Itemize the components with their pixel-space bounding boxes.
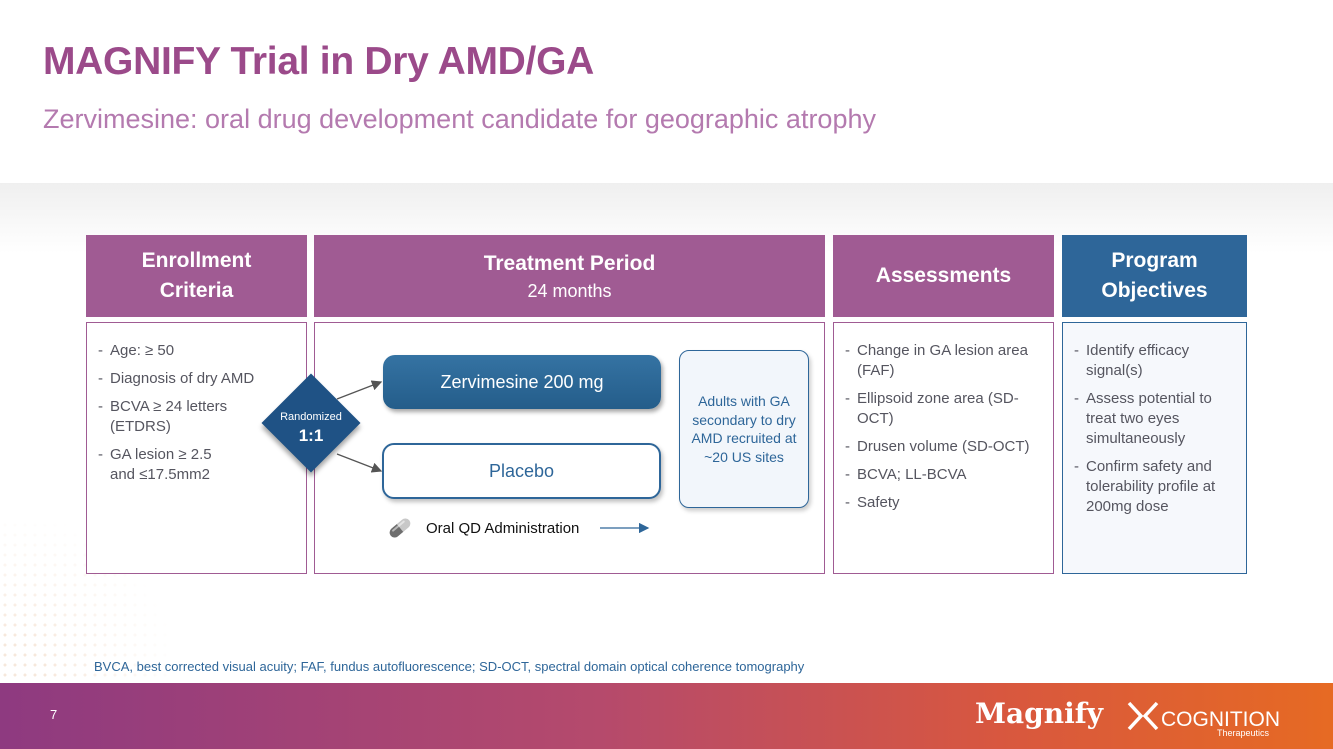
assessments-list: Change in GA lesion area (FAF) Ellipsoid… [834, 323, 1053, 513]
list-item: Drusen volume (SD-OCT) [845, 437, 1041, 457]
enrollment-header-line2: Criteria [159, 279, 234, 302]
objectives-header-line1: Program [1111, 249, 1198, 272]
randomization-ratio: 1:1 [298, 426, 324, 445]
list-item: Identify efficacy signal(s) [1074, 341, 1238, 381]
page-subtitle: Zervimesine: oral drug development candi… [43, 104, 876, 134]
list-item: BCVA ≥ 24 letters (ETDRS) [98, 397, 236, 437]
list-item: Diagnosis of dry AMD [98, 369, 306, 389]
cognition-x-icon [1127, 701, 1159, 731]
list-item: Assess potential to treat two eyes simul… [1074, 389, 1238, 449]
oral-administration-label: Oral QD Administration [426, 519, 580, 537]
population-box: Adults with GA secondary to dry AMD recr… [679, 350, 809, 508]
program-objectives-header: Program Objectives [1062, 235, 1247, 317]
list-item: BCVA; LL-BCVA [845, 465, 1041, 485]
list-item: Confirm safety and tolerability profile … [1074, 457, 1238, 517]
magnify-logo: Magnify [975, 697, 1104, 730]
randomized-label: Randomized [280, 411, 342, 423]
list-item: GA lesion ≥ 2.5 and ≤17.5mm2 [98, 445, 236, 485]
randomized-label-group: Randomized 1:1 [263, 409, 359, 447]
list-item: Age: ≥ 50 [98, 341, 236, 361]
placebo-arm: Placebo [382, 443, 661, 499]
list-item: Ellipsoid zone area (SD-OCT) [845, 389, 1041, 429]
cognition-logo-text: COGNITION [1161, 708, 1280, 731]
treatment-header-duration: 24 months [527, 281, 612, 301]
list-item: Safety [845, 493, 1041, 513]
footer-bar: 7 Magnify COGNITION Therapeutics [0, 683, 1333, 749]
list-item: Change in GA lesion area (FAF) [845, 341, 1041, 381]
population-text: Adults with GA secondary to dry AMD recr… [691, 393, 797, 465]
oral-administration: Oral QD Administration [386, 514, 579, 542]
enrollment-criteria-list: Age: ≥ 50 Diagnosis of dry AMD BCVA ≥ 24… [87, 323, 306, 485]
page-title: MAGNIFY Trial in Dry AMD/GA [43, 40, 594, 83]
zervimesine-arm: Zervimesine 200 mg [383, 355, 661, 409]
enrollment-header-line1: Enrollment [141, 249, 252, 272]
objectives-list: Identify efficacy signal(s) Assess poten… [1063, 323, 1246, 517]
cognition-logo: COGNITION Therapeutics [1127, 701, 1280, 738]
program-objectives-box: Identify efficacy signal(s) Assess poten… [1062, 322, 1247, 574]
objectives-header-line2: Objectives [1101, 279, 1208, 302]
page-number: 7 [50, 707, 58, 722]
cognition-logo-subtext: Therapeutics [1217, 728, 1270, 738]
footnote: BVCA, best corrected visual acuity; FAF,… [94, 659, 805, 674]
assessments-header: Assessments [833, 235, 1054, 317]
assessments-header-title: Assessments [875, 264, 1012, 287]
arrow-to-placebo-icon [336, 453, 383, 473]
enrollment-criteria-header: Enrollment Criteria [86, 235, 307, 317]
treatment-header-title: Treatment Period [483, 252, 656, 275]
pill-capsule-icon [389, 518, 411, 538]
assessments-box: Change in GA lesion area (FAF) Ellipsoid… [833, 322, 1054, 574]
treatment-period-header: Treatment Period 24 months [314, 235, 825, 317]
arrow-to-zervimesine-icon [336, 380, 383, 400]
enrollment-criteria-box: Age: ≥ 50 Diagnosis of dry AMD BCVA ≥ 24… [86, 322, 307, 574]
